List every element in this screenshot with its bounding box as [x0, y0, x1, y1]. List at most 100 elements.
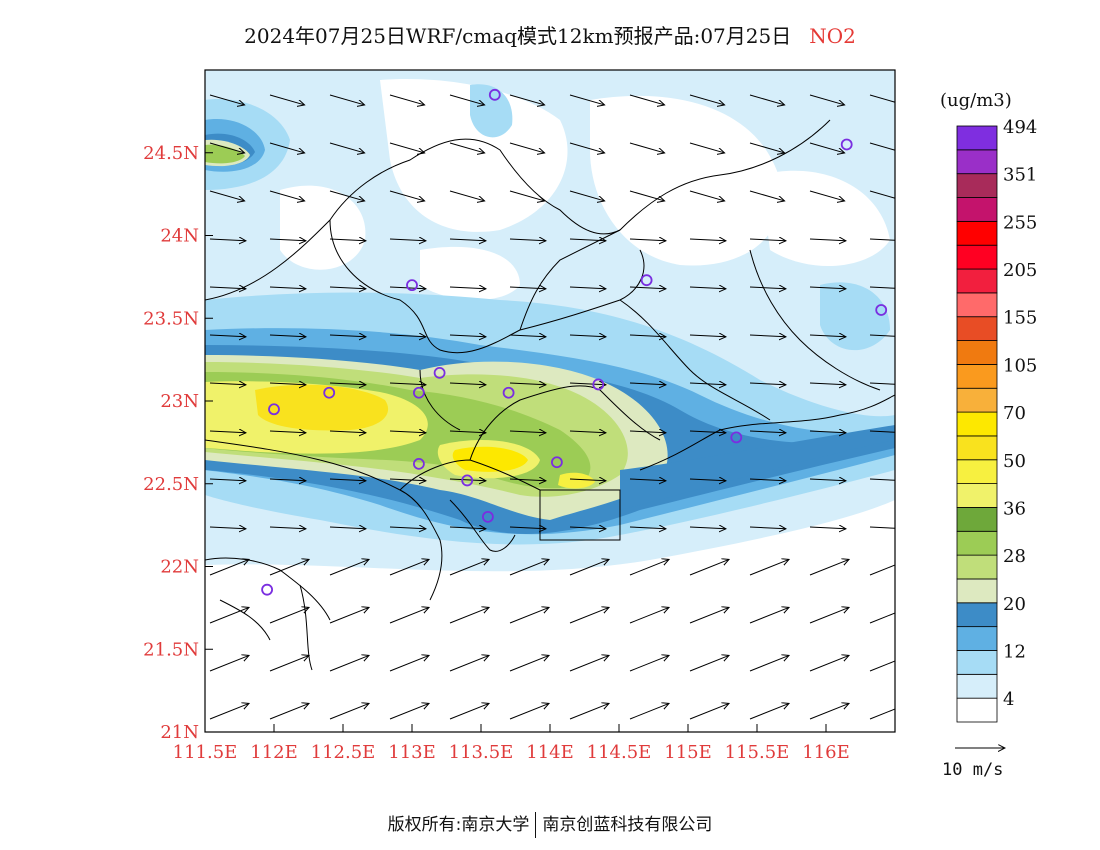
wind-arrow [869, 238, 895, 241]
wind-arrow [209, 190, 245, 201]
wind-arrow [509, 607, 549, 624]
wind-arrow [689, 239, 726, 241]
wind-arrow [629, 431, 666, 433]
wind-arrow [569, 287, 606, 289]
colorbar-swatch [956, 507, 998, 532]
wind-arrow [449, 431, 486, 433]
colorbar-swatch [956, 602, 998, 628]
wind-arrow [449, 190, 485, 201]
lon-tick-label: 115.5E [725, 742, 790, 763]
wind-arrow [389, 655, 429, 672]
wind-arrow [329, 527, 366, 529]
wind-arrow [809, 559, 849, 576]
colorbar-label: 50 [1003, 451, 1026, 472]
wind-reference-label: 10 m/s [942, 760, 1004, 780]
wind-arrow [629, 94, 665, 105]
wind-arrow [629, 559, 669, 576]
wind-arrow [389, 703, 429, 720]
wind-arrow [629, 190, 665, 201]
wind-arrow [509, 655, 549, 672]
wind-arrow [809, 287, 846, 289]
wind-arrow [809, 479, 846, 481]
wind-arrow [809, 431, 846, 433]
colorbar: 4 12 20 28 36 50 70 105 155 205 255 351 494 [956, 117, 1037, 723]
wind-arrow [629, 703, 669, 720]
colorbar-swatch [956, 626, 998, 651]
wind-arrow [869, 382, 895, 385]
colorbar-swatch [956, 197, 998, 222]
wind-arrow [509, 559, 549, 576]
wind-arrow [209, 383, 246, 385]
colorbar-label: 494 [1003, 117, 1037, 138]
wind-arrow [209, 94, 245, 105]
lat-tick-label: 22N [160, 557, 199, 578]
wind-arrow [269, 190, 305, 201]
colorbar-label: 255 [1003, 212, 1037, 233]
colorbar-label: 351 [1003, 165, 1037, 186]
colorbar-swatch [956, 363, 998, 389]
wind-arrow [329, 335, 366, 337]
station-marker [461, 474, 474, 487]
map-axes: 111.5E 112E 112.5E 113E 113.5E 114E 114.5E 115E… [143, 143, 850, 763]
wind-arrow [689, 94, 725, 105]
wind-arrow [449, 239, 486, 241]
wind-arrow [809, 655, 849, 672]
wind-arrow [329, 607, 369, 624]
wind-arrow [209, 287, 246, 289]
wind-arrow [749, 559, 789, 576]
wind-arrow [689, 527, 726, 529]
wind-arrow [749, 239, 786, 241]
station-marker [268, 403, 280, 416]
colorbar-swatch [956, 554, 998, 580]
wind-arrow [629, 527, 666, 529]
wind-arrow [329, 94, 365, 105]
wind-arrow [569, 431, 606, 433]
wind-arrow [449, 287, 486, 289]
wind-arrow [629, 142, 665, 153]
wind-arrow [749, 607, 789, 624]
station-marker [551, 456, 563, 469]
wind-arrow [809, 94, 845, 105]
wind-arrow [269, 607, 309, 624]
station-marker [592, 378, 605, 391]
colorbar-label: 36 [1003, 498, 1026, 519]
wind-arrow [749, 703, 789, 720]
wind-arrow [329, 239, 366, 241]
lon-tick-label: 113E [388, 742, 436, 763]
wind-arrow [269, 655, 309, 672]
colorbar-swatch [956, 578, 998, 604]
wind-arrow [749, 431, 786, 433]
wind-arrow [509, 383, 546, 385]
colorbar-swatch [956, 435, 998, 461]
colorbar-swatch [956, 125, 998, 151]
wind-arrow [449, 559, 489, 576]
colorbar-label: 155 [1003, 308, 1037, 329]
lat-tick-label: 21N [160, 722, 199, 743]
wind-arrow [269, 335, 306, 337]
station-marker [412, 386, 425, 399]
wind-arrow [629, 335, 666, 337]
wind-arrow [569, 703, 609, 720]
lat-tick-label: 21.5N [143, 639, 199, 660]
station-marker [261, 583, 274, 596]
wind-arrow [689, 607, 729, 624]
wind-arrow [869, 526, 895, 529]
colorbar-label: 4 [1003, 689, 1014, 710]
colorbar-unit: (ug/m3) [940, 90, 1012, 111]
wind-arrow [449, 607, 489, 624]
lat-tick-label: 23.5N [143, 308, 199, 329]
lat-tick-label: 24.5N [143, 143, 199, 164]
wind-arrow [869, 430, 895, 433]
wind-arrow [209, 607, 249, 624]
wind-arrow [449, 479, 486, 481]
wind-arrow [749, 335, 786, 337]
colorbar-swatch [956, 697, 998, 723]
wind-arrow [749, 655, 789, 672]
wind-arrow [269, 559, 309, 576]
wind-arrow [869, 478, 895, 481]
wind-arrow [569, 479, 606, 481]
wind-arrow [449, 335, 486, 337]
wind-arrow [329, 383, 366, 385]
wind-arrow [749, 287, 786, 289]
wind-arrow [329, 190, 365, 201]
